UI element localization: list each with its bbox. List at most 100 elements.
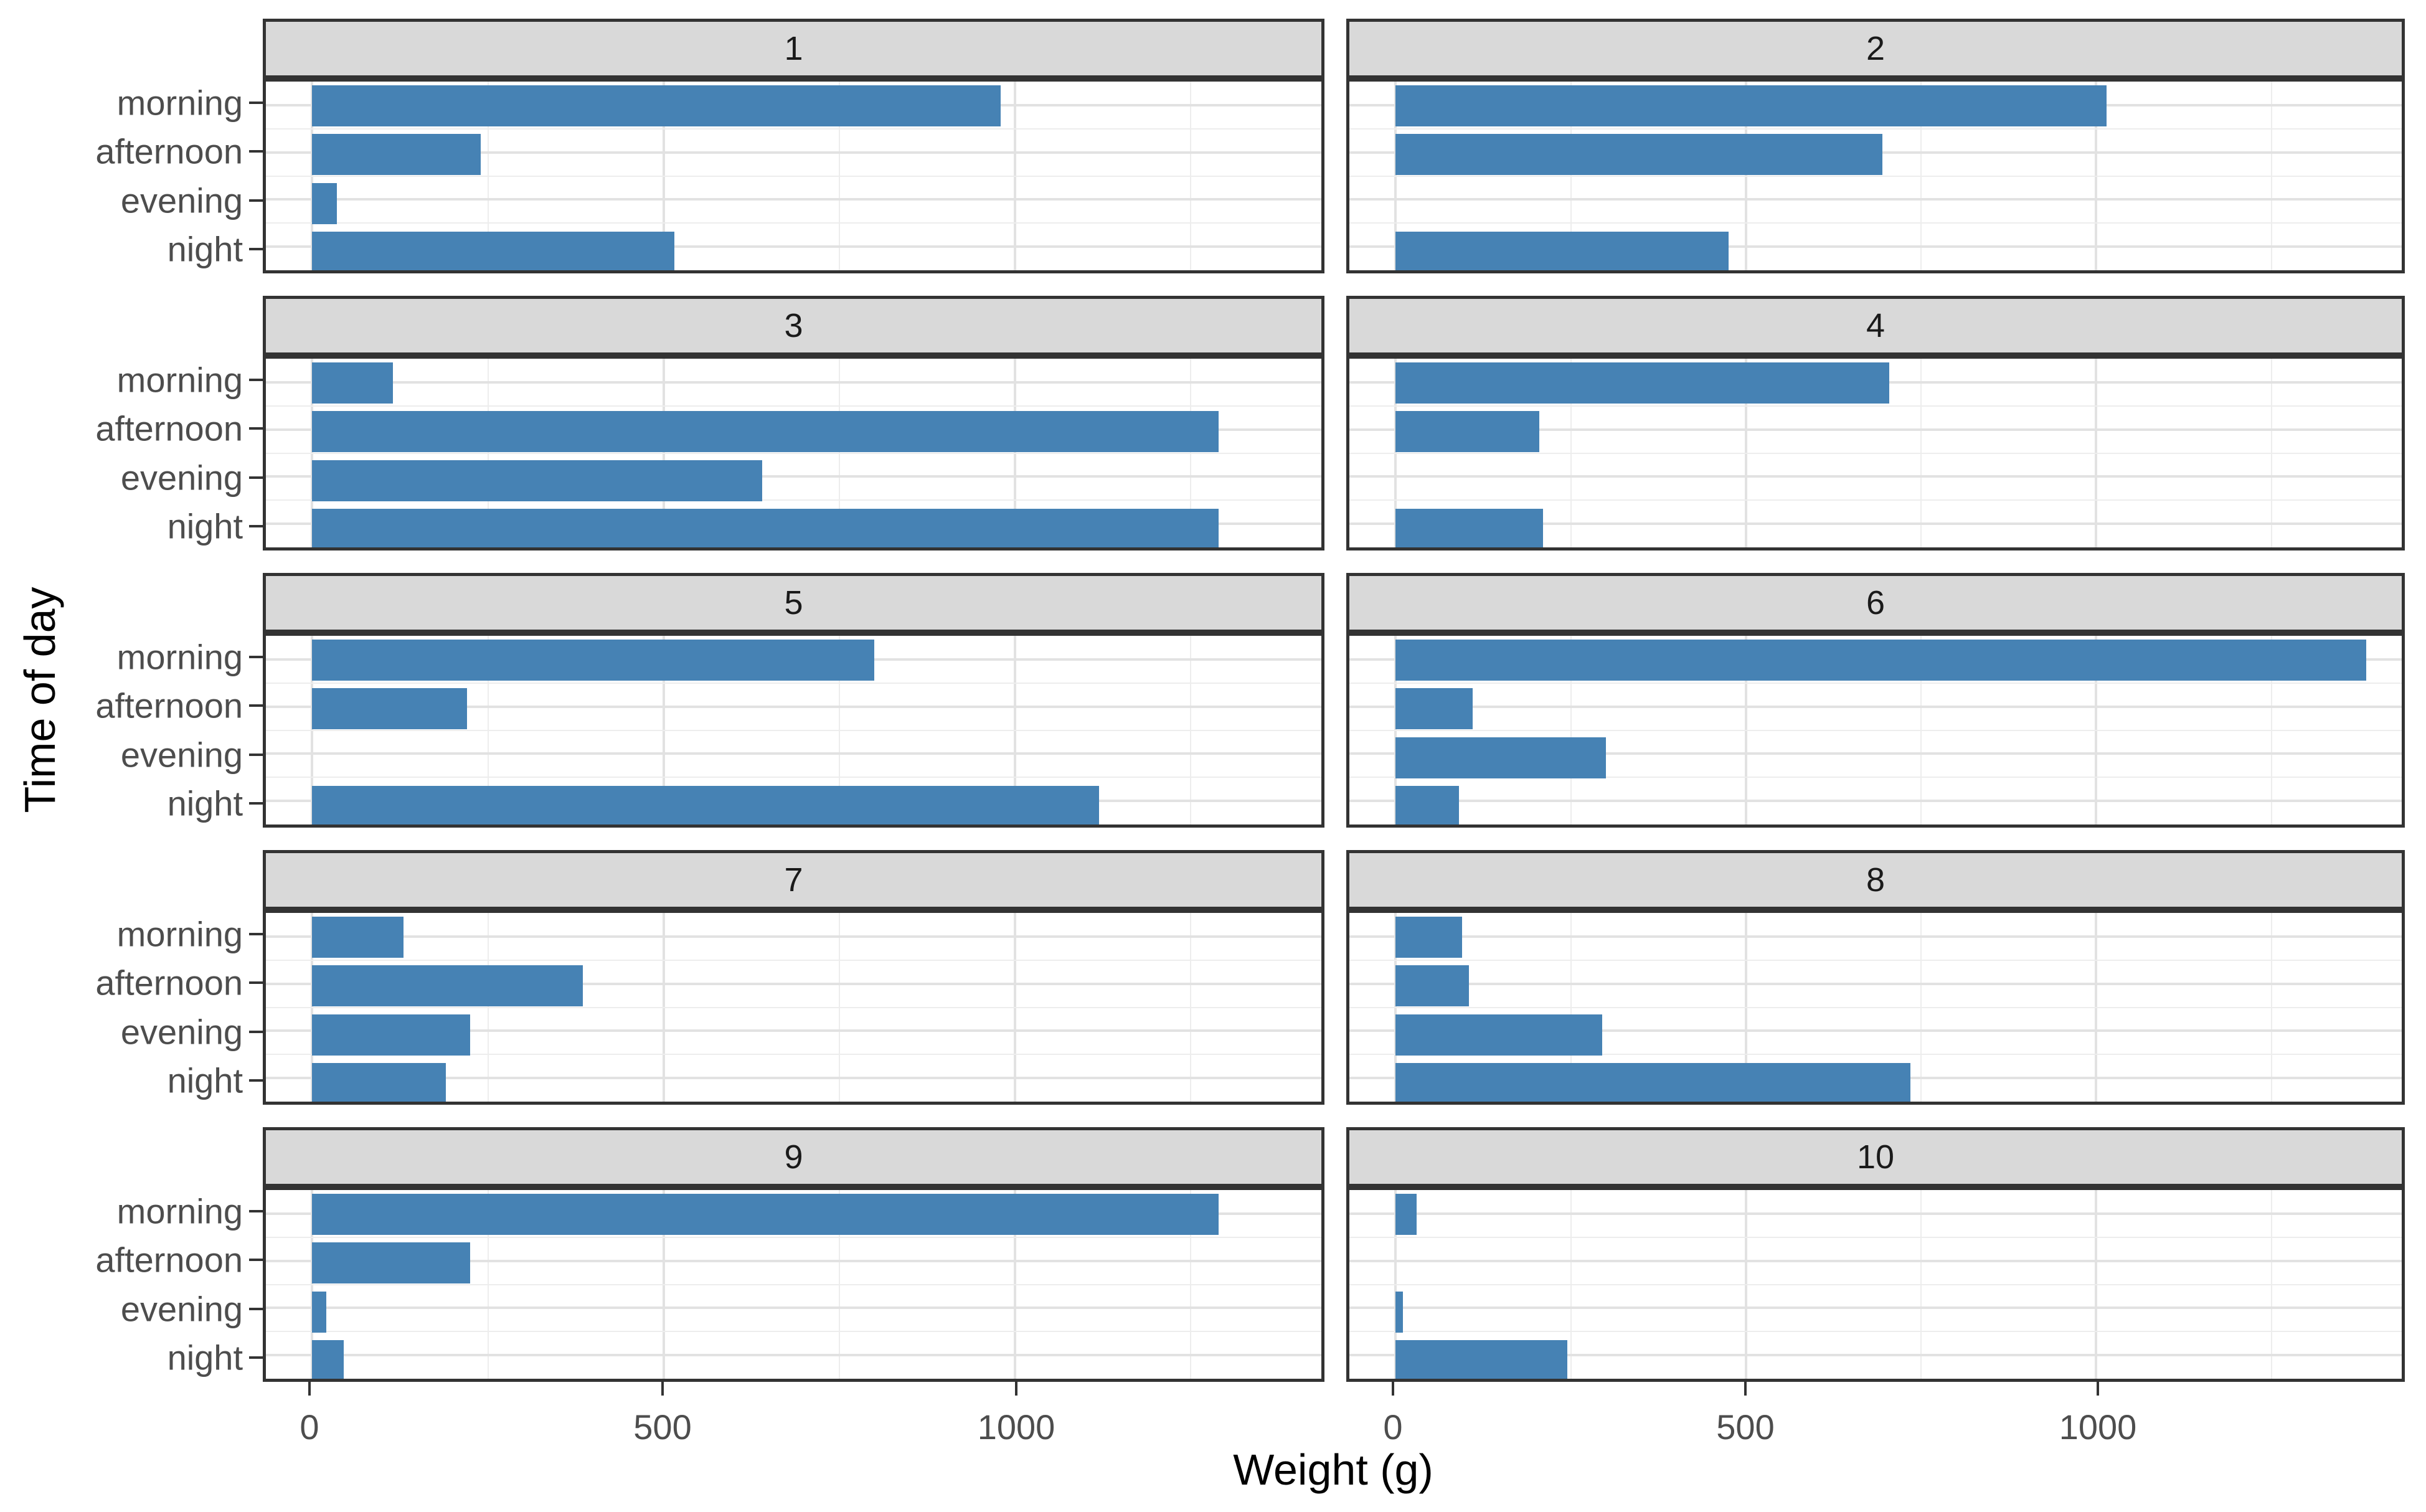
bar-evening	[312, 1292, 327, 1333]
facet-strip-label: 5	[784, 584, 803, 621]
facet-strip: 8	[1346, 850, 2405, 910]
gridline-horizontal-minor	[1349, 452, 2402, 454]
bar-morning	[312, 85, 1001, 126]
gridline-horizontal-major	[266, 151, 1321, 154]
bar-morning	[312, 1194, 1219, 1235]
facet-strip: 5	[263, 573, 1324, 633]
gridline-horizontal-major	[1349, 1259, 2402, 1262]
y-axis-tick	[249, 802, 263, 805]
gridline-horizontal-major	[1349, 1354, 2402, 1357]
gridline-horizontal-major	[266, 475, 1321, 478]
y-tick-label-evening: evening	[120, 1012, 243, 1052]
facet-strip: 9	[263, 1127, 1324, 1187]
y-axis-tick	[249, 379, 263, 381]
bar-night	[1395, 786, 1459, 825]
gridline-horizontal-major	[1349, 982, 2402, 985]
y-axis-tick	[249, 1079, 263, 1082]
bar-afternoon	[1395, 411, 1539, 452]
bar-night	[312, 232, 674, 270]
gridline-horizontal-minor	[266, 1283, 1321, 1285]
y-tick-label-night: night	[167, 1061, 243, 1100]
facet-strip: 6	[1346, 573, 2405, 633]
bar-evening	[1395, 1014, 1603, 1056]
gridline-horizontal-major	[266, 380, 1321, 384]
bar-night	[312, 509, 1219, 547]
y-tick-label-evening: evening	[120, 181, 243, 220]
gridline-horizontal-minor	[1349, 1283, 2402, 1285]
gridline-horizontal-major	[266, 935, 1321, 938]
bar-morning	[312, 640, 875, 681]
gridline-horizontal-major	[1349, 522, 2402, 526]
y-tick-label-afternoon: afternoon	[95, 131, 243, 171]
bar-afternoon	[1395, 688, 1473, 729]
y-axis-tick	[249, 102, 263, 104]
facet-panel	[263, 356, 1324, 550]
y-axis-tick	[249, 199, 263, 202]
gridline-horizontal-minor	[1349, 405, 2402, 407]
gridline-horizontal-minor	[1349, 175, 2402, 177]
x-axis-title: Weight (g)	[1233, 1445, 1433, 1494]
gridline-horizontal-minor	[266, 499, 1321, 501]
gridline-horizontal-minor	[1349, 499, 2402, 501]
facet-strip-label: 3	[784, 307, 803, 344]
bar-evening	[1395, 1292, 1403, 1333]
y-tick-label-night: night	[167, 1338, 243, 1377]
facet-strip-label: 2	[1866, 30, 1886, 67]
gridline-horizontal-minor	[266, 405, 1321, 407]
bar-morning	[312, 917, 404, 958]
gridline-horizontal-major	[1349, 198, 2402, 201]
y-axis-tick	[249, 427, 263, 430]
bar-night	[312, 1063, 446, 1102]
y-tick-label-morning: morning	[116, 1191, 243, 1231]
bar-evening	[312, 183, 337, 224]
gridline-horizontal-minor	[266, 175, 1321, 177]
bar-night	[1395, 1340, 1567, 1379]
facet-panel	[263, 910, 1324, 1105]
facet-panel	[263, 633, 1324, 828]
y-axis-tick	[249, 656, 263, 658]
x-tick-label: 1000	[977, 1407, 1055, 1447]
y-tick-label-evening: evening	[120, 735, 243, 775]
facet-panel	[1346, 356, 2405, 550]
x-tick-label: 0	[300, 1407, 319, 1447]
gridline-horizontal-major	[1349, 752, 2402, 755]
x-tick-label: 500	[633, 1407, 692, 1447]
bar-afternoon	[312, 965, 583, 1006]
gridline-horizontal-major	[266, 982, 1321, 985]
x-tick-label: 1000	[2059, 1407, 2137, 1447]
facet-panel	[1346, 78, 2405, 273]
y-tick-label-afternoon: afternoon	[95, 686, 243, 725]
bar-morning	[1395, 362, 1890, 404]
gridline-horizontal-major	[266, 198, 1321, 201]
y-tick-label-night: night	[167, 783, 243, 823]
bar-afternoon	[1395, 965, 1470, 1006]
gridline-horizontal-minor	[1349, 1006, 2402, 1008]
gridline-horizontal-minor	[1349, 777, 2402, 778]
facet-strip: 1	[263, 19, 1324, 78]
x-axis-tick	[1392, 1382, 1394, 1396]
y-tick-label-night: night	[167, 229, 243, 269]
bar-night	[1395, 232, 1729, 270]
x-tick-label: 500	[1716, 1407, 1775, 1447]
gridline-horizontal-major	[1349, 1212, 2402, 1215]
facet-strip-label: 6	[1866, 584, 1886, 621]
gridline-horizontal-minor	[266, 1006, 1321, 1008]
bar-evening	[312, 1014, 471, 1056]
y-tick-label-evening: evening	[120, 1289, 243, 1329]
x-axis-tick	[1015, 1382, 1017, 1396]
gridline-horizontal-major	[266, 1029, 1321, 1032]
gridline-horizontal-minor	[1349, 682, 2402, 684]
y-axis-tick	[249, 754, 263, 756]
bar-afternoon	[312, 1242, 471, 1283]
gridline-horizontal-major	[266, 1259, 1321, 1262]
y-axis-tick	[249, 704, 263, 707]
gridline-horizontal-minor	[266, 777, 1321, 778]
y-tick-label-morning: morning	[116, 914, 243, 954]
y-tick-label-morning: morning	[116, 83, 243, 123]
y-axis-tick	[249, 525, 263, 527]
y-tick-label-afternoon: afternoon	[95, 1240, 243, 1280]
bar-morning	[1395, 640, 2366, 681]
y-axis-tick	[249, 981, 263, 984]
facet-strip: 2	[1346, 19, 2405, 78]
